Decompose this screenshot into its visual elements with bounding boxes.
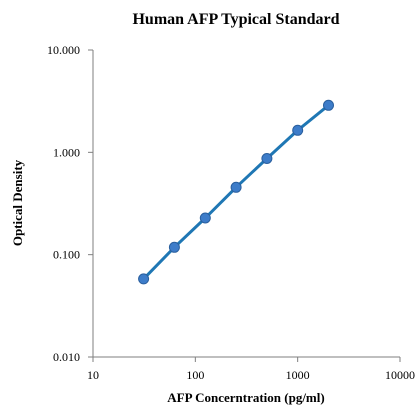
y-tick-label: 0.010 bbox=[53, 350, 80, 364]
data-point bbox=[168, 241, 180, 253]
x-tick-label: 100 bbox=[186, 368, 204, 382]
y-tick-label: 10.000 bbox=[47, 43, 80, 57]
data-point bbox=[230, 181, 242, 193]
series-layer bbox=[138, 99, 334, 285]
axes bbox=[92, 50, 400, 358]
data-point bbox=[292, 124, 304, 136]
x-tick-label: 1000 bbox=[286, 368, 310, 382]
data-point bbox=[323, 99, 334, 111]
data-point bbox=[199, 212, 211, 224]
y-tick-label: 1.000 bbox=[53, 145, 80, 159]
x-tick-label: 10000 bbox=[385, 368, 415, 382]
chart-title: Human AFP Typical Standard bbox=[132, 11, 339, 28]
data-point bbox=[138, 273, 150, 285]
x-tick-label: 10 bbox=[87, 368, 99, 382]
y-ticks: 0.010 0.100 1.000 10.000 bbox=[47, 43, 93, 364]
data-point bbox=[261, 153, 273, 164]
x-ticks: 10 100 1000 10000 bbox=[87, 357, 415, 382]
x-axis-label: AFP Concerntration (pg/ml) bbox=[167, 390, 324, 405]
y-tick-label: 0.100 bbox=[53, 248, 80, 262]
y-axis-label: Optical Density bbox=[10, 159, 25, 246]
